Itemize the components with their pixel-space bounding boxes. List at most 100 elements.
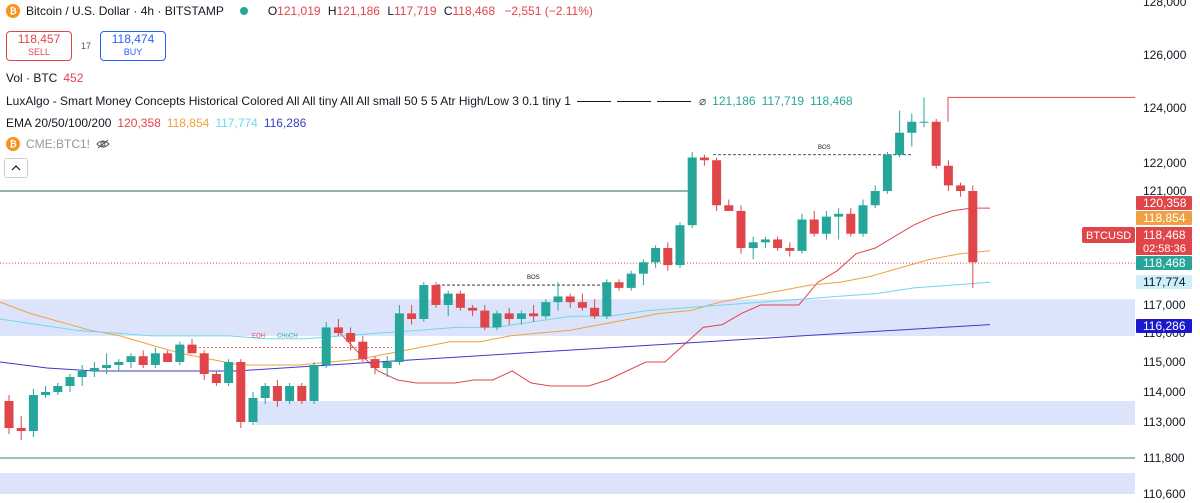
- candle-body: [468, 307, 478, 311]
- candle-body: [614, 282, 624, 288]
- candle-body: [968, 191, 978, 263]
- ema100-tag: 117,774: [1143, 275, 1186, 289]
- ema200-tag: 116,286: [1143, 319, 1186, 333]
- spread-value: 17: [80, 41, 91, 51]
- ema20-tag: 120,358: [1143, 196, 1187, 210]
- symbol-title[interactable]: Bitcoin / U.S. Dollar · 4h · BITSTAMP: [26, 4, 224, 18]
- candle-body: [797, 219, 807, 251]
- candle-body: [321, 327, 331, 365]
- luxalgo-value: 117,719: [761, 94, 805, 108]
- ema-legend[interactable]: EMA 20/50/100/200 120,358 118,854 117,77…: [6, 116, 306, 130]
- ema100-value: 117,774: [215, 116, 258, 130]
- luxalgo-value: 118,468: [810, 94, 853, 108]
- candle-body: [480, 310, 490, 328]
- candle-body: [785, 248, 795, 251]
- candle-body: [565, 296, 575, 303]
- ema-line: [339, 207, 990, 387]
- candle-body: [187, 344, 197, 354]
- candle-body: [346, 333, 356, 342]
- candle-body: [443, 293, 453, 305]
- candle-body: [89, 368, 99, 371]
- y-tick-label: 126,000: [1143, 48, 1187, 62]
- y-tick-label: 124,000: [1143, 101, 1187, 115]
- ema50-tag-bg: [1136, 211, 1192, 225]
- candle-body: [504, 313, 514, 319]
- candle-body: [675, 225, 685, 266]
- candle-body: [41, 392, 51, 395]
- candle-body: [455, 293, 465, 308]
- candle-body: [163, 353, 173, 362]
- symbol-legend: ₿ Bitcoin / U.S. Dollar · 4h · BITSTAMP …: [6, 4, 593, 18]
- candle-body: [419, 285, 429, 319]
- collapse-legend-button[interactable]: [4, 158, 28, 178]
- ema50-tag: 118,854: [1143, 211, 1186, 225]
- trade-panel: 118,457 SELL 17 118,474 BUY: [6, 31, 166, 61]
- buy-button[interactable]: 118,474 BUY: [100, 31, 166, 61]
- chevron-up-icon: [11, 165, 21, 171]
- ema50-value: 118,854: [166, 116, 210, 130]
- candle-body: [602, 282, 612, 317]
- y-tick-label: 121,000: [1143, 184, 1187, 198]
- candle-body: [724, 205, 734, 211]
- ohlc-values: O121,019 H121,186 L117,719 C118,468 −2,5…: [267, 4, 593, 18]
- bitcoin-icon: ₿: [6, 137, 20, 151]
- candle-body: [882, 154, 892, 191]
- ema-line: [0, 250, 991, 366]
- candle-body: [297, 386, 307, 401]
- candle-body: [577, 302, 587, 308]
- volume-legend[interactable]: Vol · BTC 452: [6, 71, 84, 85]
- candle-body: [712, 160, 722, 206]
- candle-body: [846, 213, 856, 234]
- luxalgo-label: LuxAlgo - Smart Money Concepts Historica…: [6, 94, 571, 108]
- candle-body: [870, 191, 880, 206]
- candle-body: [138, 356, 148, 365]
- buy-label: BUY: [123, 47, 143, 57]
- candle-body: [809, 219, 819, 234]
- candle-body: [394, 313, 404, 362]
- candle-body: [260, 386, 270, 398]
- candle-body: [114, 362, 124, 365]
- candle-body: [748, 242, 758, 248]
- hidden-eye-icon[interactable]: [96, 139, 110, 149]
- candle-body: [626, 273, 636, 288]
- buy-price: 118,474: [111, 32, 155, 46]
- cme-legend[interactable]: ₿ CME:BTC1!: [6, 137, 110, 151]
- candle-body: [699, 157, 709, 161]
- candle-body: [53, 386, 63, 392]
- luxalgo-legend[interactable]: LuxAlgo - Smart Money Concepts Historica…: [6, 94, 853, 108]
- candle-body: [431, 285, 441, 305]
- zone-upper: [0, 299, 1135, 336]
- candle-body: [821, 216, 831, 234]
- sell-button[interactable]: 118,457 SELL: [6, 31, 72, 61]
- empty-set-icon: ⌀: [698, 94, 707, 108]
- volume-value: 452: [63, 71, 84, 85]
- candle-body: [309, 365, 319, 401]
- annotation-label: EQH: [252, 334, 265, 340]
- candle-body: [28, 395, 38, 431]
- candle-body: [760, 239, 770, 243]
- candle-body: [65, 377, 75, 386]
- candle-body: [272, 386, 282, 401]
- candle-body: [211, 374, 221, 383]
- candle-body: [16, 428, 26, 431]
- countdown-tag: 02:58:36: [1143, 243, 1186, 255]
- zone-middle: [255, 401, 1135, 425]
- y-tick-label: 113,000: [1143, 415, 1186, 429]
- sell-label: SELL: [27, 47, 51, 57]
- symbol-tag: BTCUSD: [1086, 230, 1131, 242]
- candle-body: [858, 205, 868, 234]
- market-open-icon: [239, 7, 248, 15]
- ema20-value: 120,358: [117, 116, 161, 130]
- candle-body: [553, 296, 563, 303]
- candle-body: [638, 262, 648, 274]
- line-swatch: [656, 101, 691, 102]
- candle-body: [77, 371, 87, 377]
- y-tick-label: 111,800: [1143, 451, 1185, 465]
- annotation-label: BOS: [818, 145, 831, 151]
- candle-body: [407, 313, 417, 319]
- candle-body: [687, 157, 697, 226]
- candle-body: [382, 362, 392, 368]
- annotation-label: CHoCH: [277, 334, 298, 340]
- luxalgo-value: 121,186: [712, 94, 756, 108]
